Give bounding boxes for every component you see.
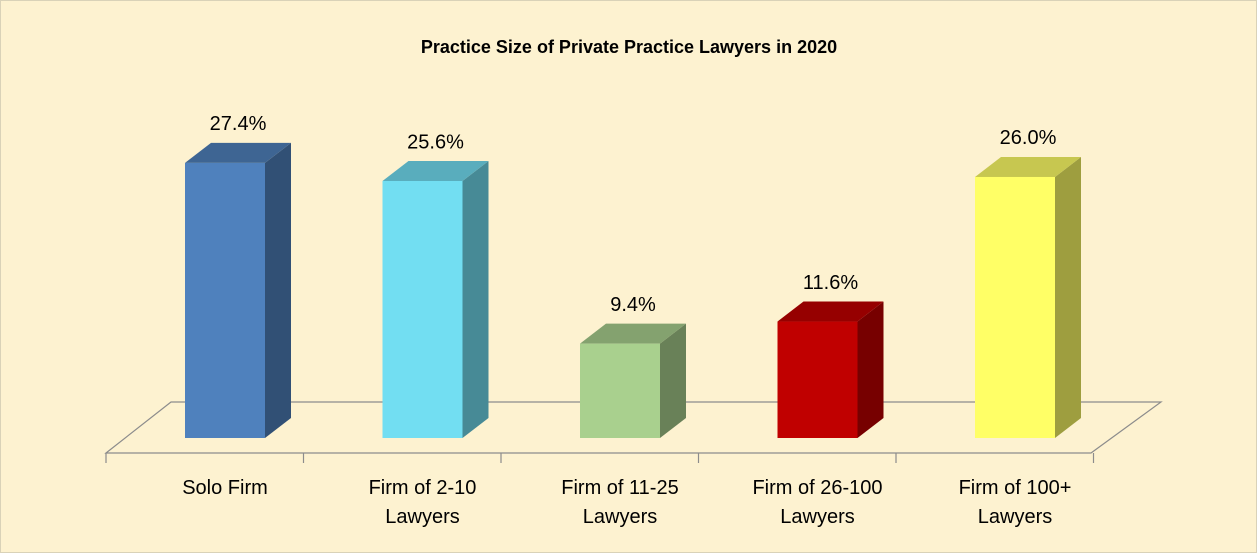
x-tick-label: Firm of 11-25 Lawyers xyxy=(561,477,679,528)
bar-side xyxy=(1055,156,1081,438)
bar-side xyxy=(660,323,686,438)
bar-side xyxy=(857,301,884,438)
x-tick-label: Solo Firm xyxy=(182,477,268,499)
bar-top xyxy=(777,301,884,322)
bar xyxy=(975,156,1081,438)
x-tick-label: Firm of 100+ Lawyers xyxy=(958,477,1072,528)
bar-front xyxy=(580,343,660,438)
bar-top xyxy=(382,160,489,181)
bar-top xyxy=(185,142,291,163)
bar-front xyxy=(185,162,265,439)
bar-top xyxy=(580,323,686,344)
chart-title: Practice Size of Private Practice Lawyer… xyxy=(421,37,837,57)
bar xyxy=(777,301,884,438)
value-label: 25.6% xyxy=(407,131,464,153)
value-label: 26.0% xyxy=(1000,127,1057,149)
bar-front xyxy=(975,176,1055,438)
bar xyxy=(382,160,489,438)
floor xyxy=(104,401,1163,454)
bar xyxy=(185,142,291,439)
x-tick-label: Firm of 26-100 Lawyers xyxy=(752,477,883,528)
bar-side xyxy=(462,160,489,438)
bar-front xyxy=(382,180,463,438)
bar-side xyxy=(265,142,291,439)
bar-front xyxy=(777,321,858,438)
value-label: 9.4% xyxy=(610,294,656,316)
x-tick-label: Firm of 2-10 Lawyers xyxy=(368,477,477,528)
value-label: 11.6% xyxy=(803,272,858,294)
bar-top xyxy=(975,156,1081,177)
value-label: 27.4% xyxy=(210,113,267,135)
bar xyxy=(580,323,686,438)
